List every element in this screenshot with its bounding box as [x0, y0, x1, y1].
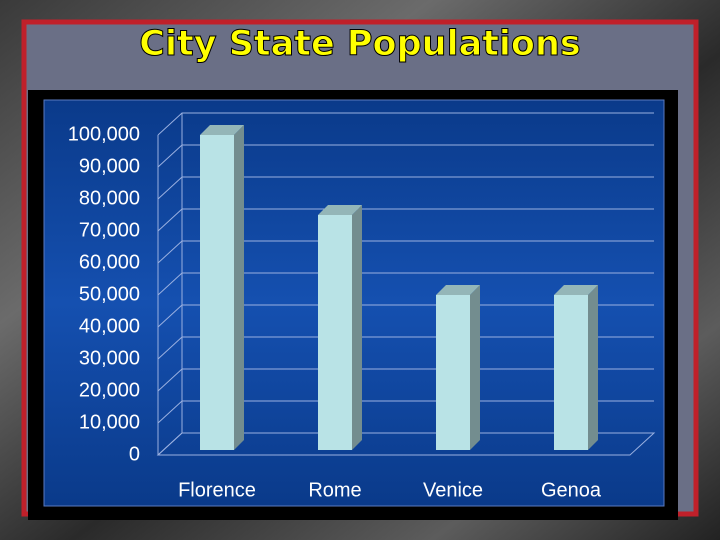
grid-line: [157, 240, 654, 264]
grid-line: [157, 336, 654, 360]
bar: [436, 285, 480, 450]
grid-line: [157, 176, 654, 200]
x-tick-label: Rome: [308, 479, 361, 501]
bar-face: [200, 135, 234, 450]
y-tick-label: 0: [129, 443, 140, 465]
y-tick-label: 40,000: [79, 315, 140, 337]
grid-line: [157, 432, 654, 456]
chart-title: City State Populations: [139, 24, 580, 64]
grid-line: [157, 304, 654, 328]
bar: [318, 205, 362, 450]
bar-face: [318, 215, 352, 450]
y-tick-label: 60,000: [79, 251, 140, 273]
bar-face: [200, 125, 244, 135]
bar-face: [554, 295, 588, 450]
bar-face: [436, 285, 480, 295]
y-tick-label: 10,000: [79, 411, 140, 433]
bar-face: [234, 125, 244, 450]
x-tick-label: Venice: [423, 479, 483, 501]
bar-face: [470, 285, 480, 450]
grid-line: [157, 400, 654, 424]
bar-face: [554, 285, 598, 295]
grid-line: [157, 112, 654, 136]
y-tick-label: 20,000: [79, 379, 140, 401]
bar-face: [352, 205, 362, 450]
grid-line: [157, 272, 654, 296]
grid-line: [157, 208, 654, 232]
y-tick-label: 30,000: [79, 347, 140, 369]
y-tick-label: 70,000: [79, 219, 140, 241]
x-tick-label: Genoa: [541, 479, 602, 501]
y-tick-label: 50,000: [79, 283, 140, 305]
y-tick-label: 80,000: [79, 187, 140, 209]
grid-line: [157, 144, 654, 168]
y-tick-label: 100,000: [68, 123, 140, 145]
bar-face: [436, 295, 470, 450]
bar: [200, 125, 244, 450]
bar-face: [318, 205, 362, 215]
x-tick-label: Florence: [178, 479, 256, 501]
bar-face: [588, 285, 598, 450]
y-tick-label: 90,000: [79, 155, 140, 177]
grid-line: [157, 368, 654, 392]
bar: [554, 285, 598, 450]
